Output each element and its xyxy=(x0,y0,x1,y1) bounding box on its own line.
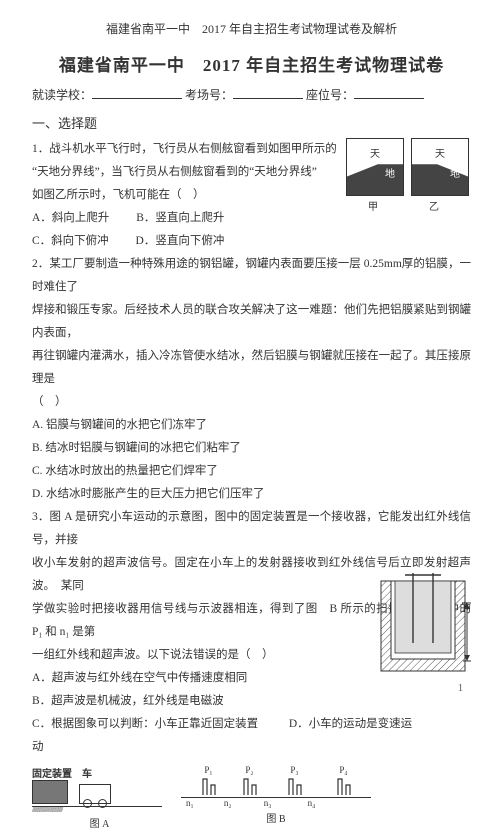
q2-opt-c: C. 水结冰时放出的热量把它们焊牢了 xyxy=(32,460,232,483)
q1-figure: 天 地 天 地 甲 乙 xyxy=(344,138,471,214)
school-label: 就读学校： xyxy=(32,88,92,102)
q1-fig-a-sky: 天 xyxy=(347,145,403,160)
room-label: 考场号： xyxy=(185,88,233,102)
q3-figures: 固定装置 车 //////////////////////////////// … xyxy=(32,765,471,830)
n4-label: n₄ xyxy=(308,798,316,808)
q3-fig-c xyxy=(373,573,473,678)
q1-fig-b: 天 地 xyxy=(411,138,469,196)
page-number: 1 xyxy=(458,683,463,694)
p2-label: P₂ xyxy=(242,765,258,775)
q1-fig-b-sky: 天 xyxy=(412,145,468,160)
n2-label: n₂ xyxy=(224,798,232,808)
q3-figB-caption: 图 B xyxy=(176,810,376,825)
wheel-icon xyxy=(83,799,92,808)
p4-label: P₄ xyxy=(336,765,352,775)
q1-fig-cap-b: 乙 xyxy=(405,198,463,213)
q1-opt-d: D．竖直向下俯冲 xyxy=(136,230,225,253)
q2-line1: 2．某工厂要制造一种特殊用途的钢铝罐，钢罐内表面要压接一层 0.25mm厚的铝膜… xyxy=(32,253,471,299)
q1-opts-row2: C．斜向下俯冲 D．竖直向下俯冲 xyxy=(32,230,471,253)
q3-opt-d2: 动 xyxy=(32,736,471,759)
question-1: 天 地 天 地 甲 乙 1．战斗机水平飞行时，飞行员从右侧舷窗看到如图甲所示的 … xyxy=(32,138,471,253)
q3-opt-c: C．根据图象可以判断：小车正靠近固定装置 xyxy=(32,713,262,736)
q3-figA-label-car: 车 xyxy=(82,769,92,780)
q3-figB-n-labels: n₁ n₂ n₃ n₄ xyxy=(176,798,376,808)
n3-label: n₃ xyxy=(264,798,272,808)
q1-fig-b-ground-label: 地 xyxy=(450,165,460,180)
p3-label: P₃ xyxy=(287,765,303,775)
q3-figA-caption: 图 A xyxy=(32,815,167,830)
room-blank xyxy=(233,86,303,99)
seat-label: 座位号： xyxy=(306,88,354,102)
q3-fig-a: 固定装置 车 //////////////////////////////// … xyxy=(32,765,167,830)
q3-figA-fixed-box xyxy=(32,780,68,804)
student-info-line: 就读学校： 考场号： 座位号： xyxy=(32,86,471,103)
section-head-1: 一、选择题 xyxy=(32,113,471,132)
q2-line2: 焊接和锻压专家。后经技术人员的联合攻关解决了这一难题：他们先把铝膜紧贴到钢罐内表… xyxy=(32,299,471,345)
pulse-group: P₃ xyxy=(287,765,303,797)
school-blank xyxy=(92,86,182,99)
header-small: 福建省南平一中 2017 年自主招生考试物理试卷及解析 xyxy=(32,20,471,37)
q3-opt-d: D．小车的运动是变速运 xyxy=(289,713,412,736)
page-title: 福建省南平一中 2017 年自主招生考试物理试卷 xyxy=(32,51,471,76)
p1-label: P₁ xyxy=(201,765,217,775)
page: 福建省南平一中 2017 年自主招生考试物理试卷及解析 福建省南平一中 2017… xyxy=(0,0,503,698)
q3-opt-a: A．超声波与红外线在空气中传播速度相同 xyxy=(32,667,262,690)
q3-opts-row2: C．根据图象可以判断：小车正靠近固定装置 D．小车的运动是变速运 xyxy=(32,713,471,736)
q2-opts-row2: C. 水结冰时放出的热量把它们焊牢了 D. 水结冰时膨胀产生的巨大压力把它们压牢… xyxy=(32,460,471,506)
pulse-group: P₂ xyxy=(242,765,258,797)
n1-label: n₁ xyxy=(186,798,194,808)
q1-fig-a-ground-label: 地 xyxy=(385,165,395,180)
wheel-icon xyxy=(98,799,107,808)
q1-opt-b: B．竖直向上爬升 xyxy=(136,207,224,230)
q2-line3: 再往钢罐内灌满水，插入冷冻管使水结冰，然后铝膜与钢罐就压接在一起了。其压接原理是 xyxy=(32,345,471,391)
q1-fig-cap-a: 甲 xyxy=(344,198,402,213)
q2-opt-a: A. 铝膜与钢罐间的水把它们冻牢了 xyxy=(32,414,232,437)
q3-fig-b: P₁ P₂ P₃ P₄ xyxy=(176,765,376,825)
q2-opts-row1: A. 铝膜与钢罐间的水把它们冻牢了 B. 结冰时铝膜与钢罐间的冰把它们粘牢了 xyxy=(32,414,471,460)
pulse-group: P₁ xyxy=(201,765,217,797)
q2-opt-d: D. 水结冰时膨胀产生的巨大压力把它们压牢了 xyxy=(32,483,265,506)
cross-section-icon xyxy=(373,573,473,678)
q1-opt-c: C．斜向下俯冲 xyxy=(32,230,109,253)
q3-figA-label-fixed: 固定装置 xyxy=(32,769,72,780)
q2-opt-b: B. 结冰时铝膜与钢罐间的冰把它们粘牢了 xyxy=(32,437,241,460)
q1-opt-a: A．斜向上爬升 xyxy=(32,207,109,230)
q3-figA-hatch: //////////////////////////////// xyxy=(32,807,167,813)
q1-fig-a: 天 地 xyxy=(346,138,404,196)
q3-opt-b: B．超声波是机械波，红外线是电磁波 xyxy=(32,690,224,713)
q3-line1: 3．图 A 是研究小车运动的示意图，图中的固定装置是一个接收器，它能发出红外线信… xyxy=(32,506,471,552)
pulse-group: P₄ xyxy=(336,765,352,797)
q3-figA-car xyxy=(79,784,111,804)
q2-line4: （ ） xyxy=(32,391,471,414)
seat-blank xyxy=(354,86,424,99)
question-2: 2．某工厂要制造一种特殊用途的钢铝罐，钢罐内表面要压接一层 0.25mm厚的铝膜… xyxy=(32,253,471,506)
